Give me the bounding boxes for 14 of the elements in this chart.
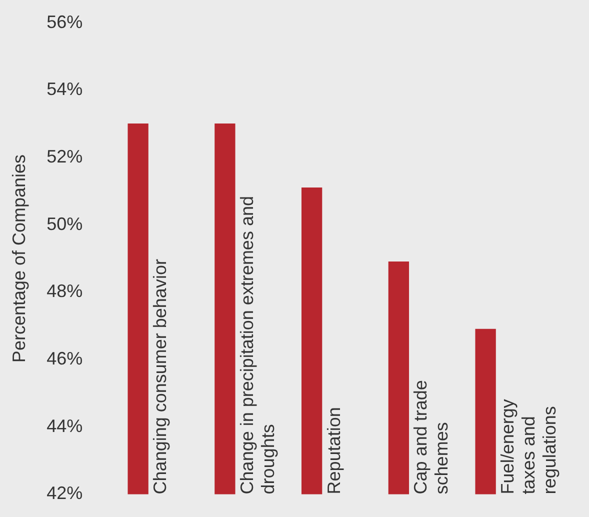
y-tick-label: 56%: [46, 12, 83, 32]
x-tick-label: Change in precipitation extremes and droughts: [236, 196, 278, 494]
y-tick-label: 50%: [46, 214, 83, 234]
x-tick-label: Reputation: [324, 407, 344, 494]
y-tick-label: 48%: [46, 281, 83, 302]
y-axis-title: Percentage of Companies: [8, 154, 29, 363]
x-tick-label: Cap and trade schemes: [410, 380, 452, 494]
y-tick-label: 52%: [46, 146, 83, 166]
y-tick-label: 54%: [46, 79, 83, 100]
y-tick-label: 46%: [46, 348, 83, 368]
y-tick-label: 42%: [46, 483, 83, 504]
x-tick-label: Changing consumer behavior: [150, 259, 170, 494]
x-tick-label: Fuel/energy taxes and regulations: [498, 399, 560, 494]
y-tick-label: 44%: [46, 416, 83, 436]
